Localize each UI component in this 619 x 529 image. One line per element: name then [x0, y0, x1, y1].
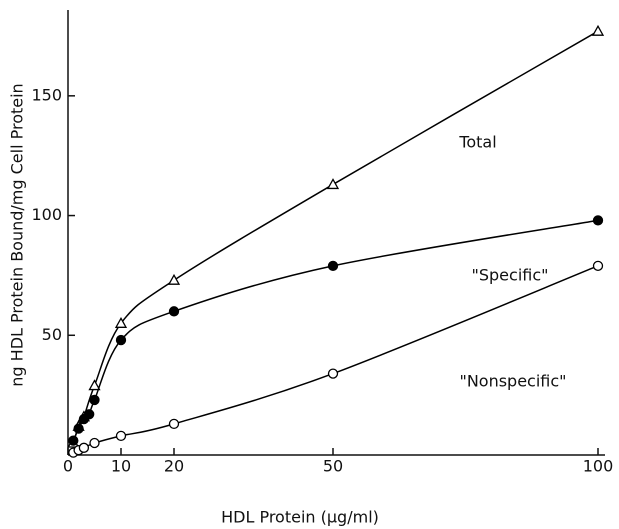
point: [68, 435, 79, 446]
point: [327, 260, 339, 271]
point: [89, 394, 100, 406]
point: [89, 437, 100, 449]
point: [115, 334, 127, 346]
x-tick-label: 20: [164, 457, 184, 476]
point: [114, 316, 128, 328]
point: [84, 409, 95, 420]
point: [73, 423, 84, 434]
point: [592, 215, 604, 226]
y-tick-label: 100: [31, 205, 62, 224]
y-tick-label: 50: [42, 325, 62, 344]
series-label: "Specific": [472, 266, 549, 285]
point: [78, 442, 90, 453]
y-axis-title: ng HDL Protein Bound/mg Cell Protein: [8, 83, 27, 386]
y-tick-label: 150: [31, 85, 62, 104]
x-tick-label: 50: [323, 457, 343, 476]
point: [88, 379, 101, 391]
point: [168, 418, 180, 430]
point: [591, 24, 605, 36]
point: [326, 178, 340, 190]
series-label: "Nonspecific": [459, 372, 566, 391]
point: [327, 368, 339, 379]
x-tick-label: 100: [583, 457, 614, 476]
point: [167, 273, 181, 285]
x-tick-label: 10: [111, 457, 131, 476]
point: [115, 430, 127, 441]
x-tick-label: 0: [63, 457, 73, 476]
series-line: [72, 265, 599, 454]
point: [592, 260, 604, 271]
x-axis-title: HDL Protein (μg/ml): [221, 508, 379, 527]
series-line: [72, 219, 599, 441]
series-label: Total: [458, 133, 496, 152]
point: [168, 306, 180, 317]
